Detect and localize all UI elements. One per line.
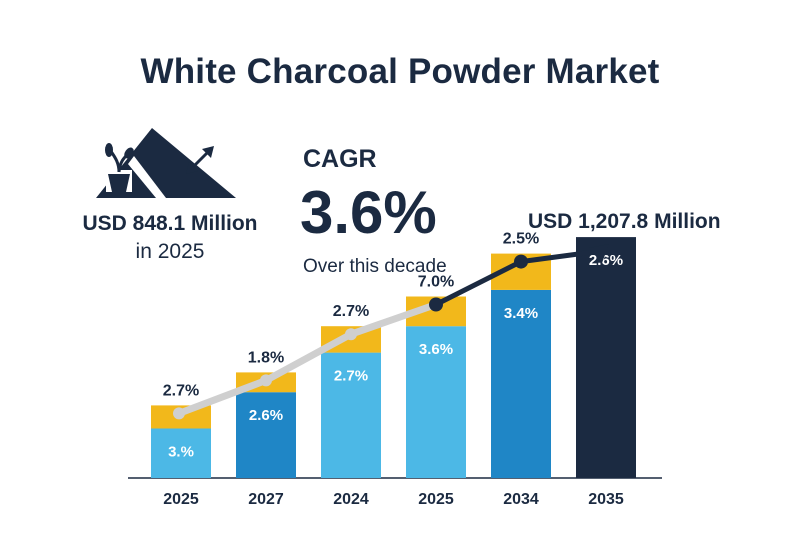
x-tick-label: 2025 xyxy=(163,491,199,508)
bar-base xyxy=(151,428,211,478)
bar-base xyxy=(236,392,296,478)
bar-top-label: 1.8% xyxy=(248,349,284,366)
bar-base xyxy=(491,289,551,478)
chart-title: White Charcoal Powder Market xyxy=(140,52,660,91)
cagr-label: CAGR xyxy=(303,145,377,173)
charcoal-pile-plant-icon xyxy=(94,126,244,202)
trend-marker xyxy=(345,328,357,341)
x-tick-label: 2034 xyxy=(503,491,539,508)
trend-arrowhead xyxy=(589,244,609,263)
x-tick-label: 2035 xyxy=(588,491,624,508)
bar-value-label: 3.4% xyxy=(504,305,538,322)
bar-base xyxy=(576,237,636,478)
x-tick-label: 2024 xyxy=(333,491,369,508)
bar-value-label: 3.6% xyxy=(419,341,453,358)
bar-value-label: 2.6% xyxy=(249,407,283,424)
bar-top-label: 7.0% xyxy=(418,274,454,291)
trend-marker xyxy=(260,374,272,387)
trend-marker xyxy=(514,254,528,269)
trend-marker xyxy=(429,297,443,312)
bar-value-label: 2.7% xyxy=(334,368,368,385)
cagr-value: 3.6% xyxy=(300,179,437,246)
bar-value-label: 2.6% xyxy=(589,252,623,269)
bar-base xyxy=(321,352,381,478)
x-tick-label: 2027 xyxy=(248,491,284,508)
bar-top-label: 2.5% xyxy=(503,231,539,248)
bar-top-label: 2.7% xyxy=(163,382,199,399)
start-year: in 2025 xyxy=(135,240,205,263)
bar-top-label: 2.7% xyxy=(333,303,369,320)
trend-line-past xyxy=(175,301,440,417)
x-tick-label: 2025 xyxy=(418,491,454,508)
bar-value-label: 3.% xyxy=(168,444,194,461)
cagr-subtitle: Over this decade xyxy=(303,256,447,277)
end-value: USD 1,207.8 Million xyxy=(528,210,721,233)
start-value-label: USD 848.1 Million in 2025 xyxy=(60,210,280,266)
start-value: USD 848.1 Million xyxy=(82,212,258,235)
bar-base xyxy=(406,326,466,478)
trend-marker xyxy=(173,407,185,420)
